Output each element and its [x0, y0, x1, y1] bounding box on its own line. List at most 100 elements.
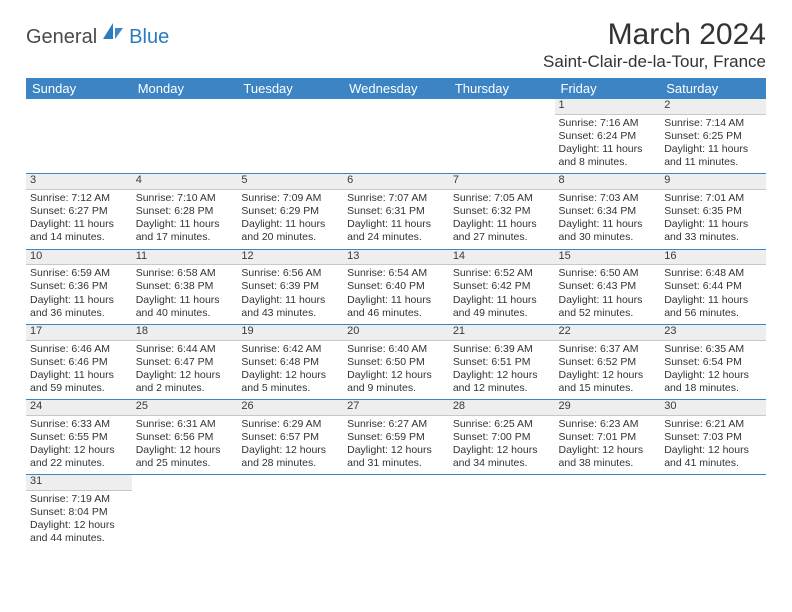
day-number: 6 [343, 174, 449, 190]
sunrise-line: Sunrise: 6:37 AM [559, 343, 657, 356]
sunrise-line: Sunrise: 7:16 AM [559, 117, 657, 130]
sunrise-line: Sunrise: 6:59 AM [30, 267, 128, 280]
daylight-line: Daylight: 12 hours and 31 minutes. [347, 444, 445, 470]
day-number: 15 [555, 250, 661, 266]
calendar-row: 3Sunrise: 7:12 AMSunset: 6:27 PMDaylight… [26, 174, 766, 249]
calendar-cell: 17Sunrise: 6:46 AMSunset: 6:46 PMDayligh… [26, 324, 132, 399]
day-number: 2 [660, 99, 766, 115]
calendar-cell: 8Sunrise: 7:03 AMSunset: 6:34 PMDaylight… [555, 174, 661, 249]
daylight-line: Daylight: 11 hours and 46 minutes. [347, 294, 445, 320]
day-number: 20 [343, 325, 449, 341]
sunrise-line: Sunrise: 7:09 AM [241, 192, 339, 205]
sunset-line: Sunset: 6:29 PM [241, 205, 339, 218]
calendar-cell [343, 475, 449, 550]
sunset-line: Sunset: 6:24 PM [559, 130, 657, 143]
daylight-line: Daylight: 11 hours and 59 minutes. [30, 369, 128, 395]
sunrise-line: Sunrise: 6:50 AM [559, 267, 657, 280]
calendar-cell: 6Sunrise: 7:07 AMSunset: 6:31 PMDaylight… [343, 174, 449, 249]
day-number: 14 [449, 250, 555, 266]
sunset-line: Sunset: 6:27 PM [30, 205, 128, 218]
calendar-row: 24Sunrise: 6:33 AMSunset: 6:55 PMDayligh… [26, 400, 766, 475]
sunset-line: Sunset: 6:38 PM [136, 280, 234, 293]
sunset-line: Sunset: 6:55 PM [30, 431, 128, 444]
logo: General Blue [26, 26, 169, 49]
day-number: 18 [132, 325, 238, 341]
sunset-line: Sunset: 8:04 PM [30, 506, 128, 519]
calendar-row: 10Sunrise: 6:59 AMSunset: 6:36 PMDayligh… [26, 249, 766, 324]
sunset-line: Sunset: 6:47 PM [136, 356, 234, 369]
sunset-line: Sunset: 6:28 PM [136, 205, 234, 218]
calendar-cell [660, 475, 766, 550]
daylight-line: Daylight: 12 hours and 15 minutes. [559, 369, 657, 395]
calendar-cell: 4Sunrise: 7:10 AMSunset: 6:28 PMDaylight… [132, 174, 238, 249]
sunrise-line: Sunrise: 7:14 AM [664, 117, 762, 130]
day-number: 9 [660, 174, 766, 190]
daylight-line: Daylight: 11 hours and 40 minutes. [136, 294, 234, 320]
day-number: 13 [343, 250, 449, 266]
sunrise-line: Sunrise: 6:44 AM [136, 343, 234, 356]
day-number: 4 [132, 174, 238, 190]
day-number: 27 [343, 400, 449, 416]
daylight-line: Daylight: 11 hours and 56 minutes. [664, 294, 762, 320]
calendar-cell: 21Sunrise: 6:39 AMSunset: 6:51 PMDayligh… [449, 324, 555, 399]
sunrise-line: Sunrise: 6:58 AM [136, 267, 234, 280]
calendar-cell [449, 99, 555, 174]
calendar-row: 31Sunrise: 7:19 AMSunset: 8:04 PMDayligh… [26, 475, 766, 550]
daylight-line: Daylight: 11 hours and 30 minutes. [559, 218, 657, 244]
daylight-line: Daylight: 11 hours and 24 minutes. [347, 218, 445, 244]
day-number: 29 [555, 400, 661, 416]
sunrise-line: Sunrise: 6:33 AM [30, 418, 128, 431]
daylight-line: Daylight: 12 hours and 28 minutes. [241, 444, 339, 470]
sunrise-line: Sunrise: 6:40 AM [347, 343, 445, 356]
sunset-line: Sunset: 6:59 PM [347, 431, 445, 444]
day-number: 12 [237, 250, 343, 266]
day-number: 31 [26, 475, 132, 491]
calendar-cell: 20Sunrise: 6:40 AMSunset: 6:50 PMDayligh… [343, 324, 449, 399]
sunrise-line: Sunrise: 6:48 AM [664, 267, 762, 280]
sunset-line: Sunset: 7:00 PM [453, 431, 551, 444]
title-block: March 2024 Saint-Clair-de-la-Tour, Franc… [543, 18, 766, 72]
weekday-header: Saturday [660, 78, 766, 99]
page-title: March 2024 [543, 18, 766, 52]
sunrise-line: Sunrise: 7:19 AM [30, 493, 128, 506]
sunset-line: Sunset: 6:43 PM [559, 280, 657, 293]
daylight-line: Daylight: 12 hours and 2 minutes. [136, 369, 234, 395]
calendar-cell: 13Sunrise: 6:54 AMSunset: 6:40 PMDayligh… [343, 249, 449, 324]
page-header: General Blue March 2024 Saint-Clair-de-l… [26, 18, 766, 72]
day-number: 25 [132, 400, 238, 416]
sunrise-line: Sunrise: 6:52 AM [453, 267, 551, 280]
calendar-row: 17Sunrise: 6:46 AMSunset: 6:46 PMDayligh… [26, 324, 766, 399]
sunrise-line: Sunrise: 6:46 AM [30, 343, 128, 356]
daylight-line: Daylight: 11 hours and 36 minutes. [30, 294, 128, 320]
sunset-line: Sunset: 6:56 PM [136, 431, 234, 444]
day-number: 16 [660, 250, 766, 266]
sunset-line: Sunset: 6:35 PM [664, 205, 762, 218]
calendar-cell: 28Sunrise: 6:25 AMSunset: 7:00 PMDayligh… [449, 400, 555, 475]
sunset-line: Sunset: 6:46 PM [30, 356, 128, 369]
daylight-line: Daylight: 12 hours and 38 minutes. [559, 444, 657, 470]
calendar-cell: 3Sunrise: 7:12 AMSunset: 6:27 PMDaylight… [26, 174, 132, 249]
calendar-cell: 12Sunrise: 6:56 AMSunset: 6:39 PMDayligh… [237, 249, 343, 324]
sunrise-line: Sunrise: 7:07 AM [347, 192, 445, 205]
calendar-cell [132, 475, 238, 550]
sunset-line: Sunset: 6:44 PM [664, 280, 762, 293]
daylight-line: Daylight: 11 hours and 17 minutes. [136, 218, 234, 244]
sunset-line: Sunset: 6:48 PM [241, 356, 339, 369]
day-number: 3 [26, 174, 132, 190]
daylight-line: Daylight: 11 hours and 27 minutes. [453, 218, 551, 244]
calendar-cell [343, 99, 449, 174]
sunrise-line: Sunrise: 6:31 AM [136, 418, 234, 431]
sunrise-line: Sunrise: 6:35 AM [664, 343, 762, 356]
calendar-cell: 31Sunrise: 7:19 AMSunset: 8:04 PMDayligh… [26, 475, 132, 550]
weekday-header: Thursday [449, 78, 555, 99]
daylight-line: Daylight: 12 hours and 34 minutes. [453, 444, 551, 470]
sunset-line: Sunset: 6:42 PM [453, 280, 551, 293]
sunset-line: Sunset: 6:52 PM [559, 356, 657, 369]
daylight-line: Daylight: 11 hours and 20 minutes. [241, 218, 339, 244]
sunrise-line: Sunrise: 6:42 AM [241, 343, 339, 356]
calendar-cell: 24Sunrise: 6:33 AMSunset: 6:55 PMDayligh… [26, 400, 132, 475]
daylight-line: Daylight: 11 hours and 33 minutes. [664, 218, 762, 244]
sunrise-line: Sunrise: 6:39 AM [453, 343, 551, 356]
sunset-line: Sunset: 6:50 PM [347, 356, 445, 369]
calendar-cell: 29Sunrise: 6:23 AMSunset: 7:01 PMDayligh… [555, 400, 661, 475]
